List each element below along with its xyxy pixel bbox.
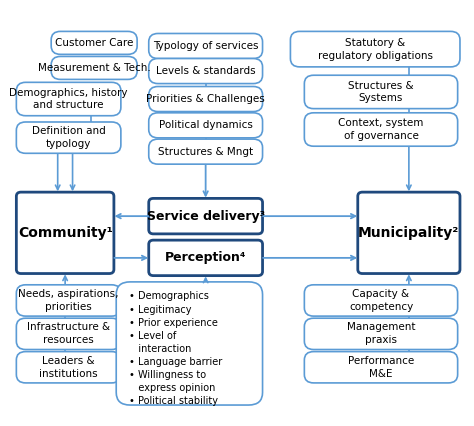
Text: Typology of services: Typology of services — [153, 41, 258, 51]
Text: Definition and
typology: Definition and typology — [32, 126, 106, 149]
Text: Political dynamics: Political dynamics — [159, 120, 253, 130]
FancyBboxPatch shape — [149, 139, 263, 164]
FancyBboxPatch shape — [291, 32, 460, 67]
FancyBboxPatch shape — [358, 192, 460, 273]
Text: Management
praxis: Management praxis — [347, 322, 415, 345]
FancyBboxPatch shape — [149, 199, 263, 234]
Text: Structures &
Systems: Structures & Systems — [348, 81, 414, 104]
FancyBboxPatch shape — [116, 282, 263, 405]
Text: • Demographics
• Legitimacy
• Prior experience
• Level of
   interaction
• Langu: • Demographics • Legitimacy • Prior expe… — [129, 291, 222, 406]
FancyBboxPatch shape — [16, 192, 114, 273]
FancyBboxPatch shape — [16, 122, 121, 153]
FancyBboxPatch shape — [149, 240, 263, 276]
FancyBboxPatch shape — [149, 86, 263, 112]
Text: Needs, aspirations,
priorities: Needs, aspirations, priorities — [18, 289, 119, 312]
Text: Capacity &
competency: Capacity & competency — [349, 289, 413, 312]
FancyBboxPatch shape — [16, 82, 121, 116]
Text: Municipality²: Municipality² — [358, 226, 459, 240]
Text: Leaders &
institutions: Leaders & institutions — [39, 356, 98, 379]
FancyBboxPatch shape — [304, 318, 458, 349]
FancyBboxPatch shape — [304, 75, 458, 109]
FancyBboxPatch shape — [51, 56, 137, 79]
Text: Community¹: Community¹ — [18, 226, 112, 240]
FancyBboxPatch shape — [149, 34, 263, 58]
Text: Demographics, history
and structure: Demographics, history and structure — [9, 88, 128, 110]
FancyBboxPatch shape — [149, 113, 263, 138]
Text: Statutory &
regulatory obligations: Statutory & regulatory obligations — [318, 38, 433, 60]
FancyBboxPatch shape — [16, 285, 121, 316]
Text: Performance
M&E: Performance M&E — [348, 356, 414, 379]
FancyBboxPatch shape — [149, 58, 263, 83]
Text: Perception⁴: Perception⁴ — [165, 251, 246, 265]
FancyBboxPatch shape — [16, 318, 121, 349]
Text: Priorities & Challenges: Priorities & Challenges — [146, 94, 265, 104]
Text: Structures & Mngt: Structures & Mngt — [158, 147, 253, 157]
Text: Infrastructure &
resources: Infrastructure & resources — [27, 322, 110, 345]
FancyBboxPatch shape — [16, 351, 121, 383]
FancyBboxPatch shape — [51, 32, 137, 55]
Text: Measurement & Tech.: Measurement & Tech. — [38, 63, 151, 73]
FancyBboxPatch shape — [304, 113, 458, 146]
FancyBboxPatch shape — [304, 351, 458, 383]
FancyBboxPatch shape — [304, 285, 458, 316]
Text: Levels & standards: Levels & standards — [156, 66, 255, 76]
Text: Customer Care: Customer Care — [55, 38, 133, 48]
Text: Context, system
of governance: Context, system of governance — [338, 118, 424, 141]
Text: Service delivery³: Service delivery³ — [146, 210, 264, 223]
